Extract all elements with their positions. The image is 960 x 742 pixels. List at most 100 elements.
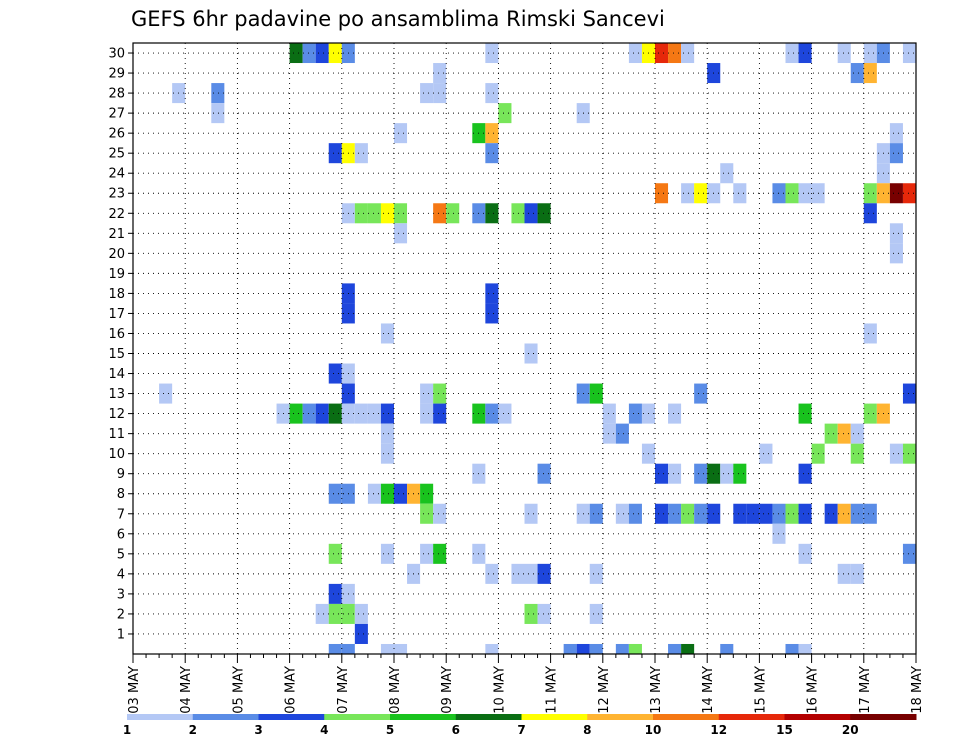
heatmap-cell: [341, 643, 355, 654]
heatmap-cell: [380, 543, 394, 564]
heatmap-cell: [863, 503, 877, 524]
y-tick-label: 21: [108, 227, 125, 242]
heatmap-cell: [420, 483, 434, 504]
colorbar-swatch: [455, 714, 522, 720]
heatmap-cell: [694, 463, 708, 484]
colorbar-label: 7: [517, 723, 525, 737]
heatmap-cell: [902, 43, 916, 64]
heatmap-cell: [524, 503, 538, 524]
heatmap-cell: [628, 43, 642, 64]
colorbar-swatch: [324, 714, 391, 720]
y-tick-label: 15: [108, 347, 125, 362]
heatmap-cell: [850, 443, 864, 464]
colorbar-swatch: [390, 714, 457, 720]
heatmap-cell: [902, 543, 916, 564]
heatmap-cell: [668, 43, 682, 64]
heatmap-cell: [380, 403, 394, 424]
y-tick-label: 27: [108, 107, 125, 122]
heatmap-cell: [524, 203, 538, 224]
heatmap-cell: [798, 403, 812, 424]
heatmap-cell: [589, 563, 603, 584]
heatmap-cell: [798, 183, 812, 204]
heatmap-cell: [615, 643, 629, 654]
x-tick-label: 05 MAY: [231, 666, 246, 714]
colorbar-label: 5: [386, 723, 394, 737]
heatmap-cell: [902, 183, 916, 204]
heatmap-cell: [681, 43, 695, 64]
heatmap-cell: [380, 483, 394, 504]
heatmap-cell: [602, 423, 616, 444]
heatmap-cell: [328, 583, 342, 604]
heatmap-cell: [380, 423, 394, 444]
y-tick-label: 29: [108, 67, 125, 82]
y-tick-label: 18: [108, 287, 125, 302]
heatmap-cell: [798, 43, 812, 64]
heatmap-cell: [394, 123, 408, 144]
y-tick-label: 23: [108, 187, 125, 202]
heatmap-cell: [746, 503, 760, 524]
heatmap-cell: [354, 623, 368, 644]
heatmap-cell: [602, 403, 616, 424]
heatmap-cell: [889, 123, 903, 144]
heatmap-cell: [420, 383, 434, 404]
heatmap-cell: [681, 503, 695, 524]
x-tick-label: 13 MAY: [649, 666, 664, 714]
y-tick-label: 30: [108, 47, 125, 62]
colorbar-swatch: [587, 714, 654, 720]
heatmap-cell: [589, 503, 603, 524]
heatmap-cell: [537, 203, 551, 224]
heatmap-cell: [433, 83, 447, 104]
heatmap-cell: [289, 403, 303, 424]
heatmap-cell: [850, 423, 864, 444]
heatmap-cell: [798, 543, 812, 564]
heatmap-cell: [537, 563, 551, 584]
heatmap-cell: [902, 383, 916, 404]
y-tick-label: 4: [117, 567, 125, 582]
heatmap-cell: [655, 183, 669, 204]
colorbar-label: 8: [583, 723, 591, 737]
heatmap-cell: [328, 603, 342, 624]
heatmap-cell: [576, 643, 590, 654]
heatmap-cell: [668, 463, 682, 484]
heatmap-cell: [850, 563, 864, 584]
heatmap-cell: [394, 483, 408, 504]
x-tick-label: 18 MAY: [910, 666, 925, 714]
heatmap-cell: [681, 183, 695, 204]
heatmap-cell: [302, 403, 316, 424]
heatmap-cell: [524, 563, 538, 584]
y-tick-label: 2: [117, 607, 125, 622]
heatmap-cell: [824, 503, 838, 524]
colorbar-label: 3: [254, 723, 262, 737]
heatmap-cell: [211, 83, 225, 104]
chart-title: GEFS 6hr padavine po ansamblima Rimski S…: [131, 7, 665, 31]
heatmap-cell: [433, 403, 447, 424]
x-tick-label: 03 MAY: [127, 666, 142, 714]
heatmap-cell: [628, 403, 642, 424]
heatmap-cell: [863, 203, 877, 224]
colorbar-swatch: [784, 714, 851, 720]
heatmap-cell: [720, 643, 734, 654]
heatmap-cell: [615, 423, 629, 444]
heatmap-cell: [328, 403, 342, 424]
heatmap-cell: [380, 443, 394, 464]
heatmap-cell: [733, 463, 747, 484]
colorbar-swatch: [192, 714, 259, 720]
heatmap-cell: [380, 643, 394, 654]
heatmap-cell: [837, 43, 851, 64]
heatmap-cell: [850, 503, 864, 524]
heatmap-cell: [498, 103, 512, 124]
x-tick-label: 16 MAY: [806, 666, 821, 714]
heatmap-cell: [798, 503, 812, 524]
y-axis: 1234567891011121314151617181920212223242…: [108, 47, 133, 642]
heatmap-cell: [394, 223, 408, 244]
heatmap-cell: [367, 403, 381, 424]
heatmap-cell: [863, 323, 877, 344]
heatmap-cell: [785, 643, 799, 654]
heatmap-cell: [328, 43, 342, 64]
heatmap-cell: [315, 43, 329, 64]
y-tick-label: 20: [108, 247, 125, 262]
colorbar-label: 4: [320, 723, 328, 737]
x-tick-label: 07 MAY: [336, 666, 351, 714]
x-tick-label: 17 MAY: [858, 666, 873, 714]
heatmap-cell: [785, 183, 799, 204]
